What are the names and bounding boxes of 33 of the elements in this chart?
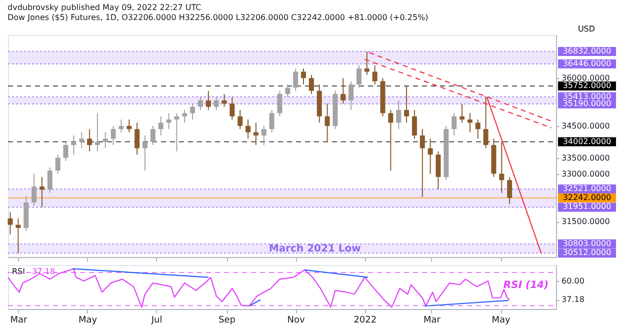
y-tick-label: 36000.0000 bbox=[562, 74, 610, 83]
x-tick-label: Sep bbox=[218, 316, 236, 326]
ref-line-label: 35752.0000 bbox=[562, 80, 612, 90]
y-tick-label: 34500.0000 bbox=[562, 121, 610, 130]
y-tick-label: 33500.0000 bbox=[562, 153, 610, 162]
ref-line-label: 30803.0000 bbox=[562, 238, 612, 248]
x-tick-label: May bbox=[492, 316, 511, 326]
ref-line-label: 35413.0000 bbox=[562, 92, 612, 101]
y-tick-label: 37.18 bbox=[562, 295, 584, 304]
x-tick-label: Jul bbox=[150, 316, 162, 326]
ref-line-label: 30512.0000 bbox=[562, 248, 612, 258]
x-tick-label: Mar bbox=[423, 316, 441, 326]
x-tick-label: May bbox=[78, 316, 98, 326]
series-label: RSI bbox=[12, 267, 25, 276]
x-tick-label: 2022 bbox=[354, 316, 377, 326]
y-axis-title: USD bbox=[578, 24, 596, 34]
y-tick-label: 60.00 bbox=[562, 276, 584, 286]
x-tick-label: Mar bbox=[10, 316, 28, 326]
ref-line-label: 36832.0000 bbox=[562, 46, 612, 56]
y-tick-label: 31500.0000 bbox=[562, 217, 610, 226]
chart-title: dvdubrovsky published May 09, 2022 22:27 UTC bbox=[8, 3, 202, 12]
ref-line-label: 34002.0000 bbox=[562, 136, 612, 146]
band-label: March 2021 Low bbox=[268, 243, 361, 254]
ref-line-label: 32242.0000 bbox=[562, 192, 612, 202]
annotation: 37.18 bbox=[32, 267, 55, 276]
ref-line-label: 36446.0000 bbox=[562, 58, 612, 68]
x-tick-label: Nov bbox=[287, 316, 306, 326]
ref-line-label: 32521.0000 bbox=[562, 184, 612, 194]
y-tick-label: 33000.0000 bbox=[562, 169, 610, 178]
annotation: RSI (14) bbox=[503, 280, 549, 291]
ref-line-label: 31951.0000 bbox=[562, 202, 612, 212]
ref-line-label: 35190.0000 bbox=[562, 98, 612, 108]
chart-subtitle: Dow Jones ($5) Futures, 1D, O32206.0000 H32256.0000 L32206.0000 C32242.0000 +81.0000 (+0.25%) bbox=[8, 13, 428, 22]
